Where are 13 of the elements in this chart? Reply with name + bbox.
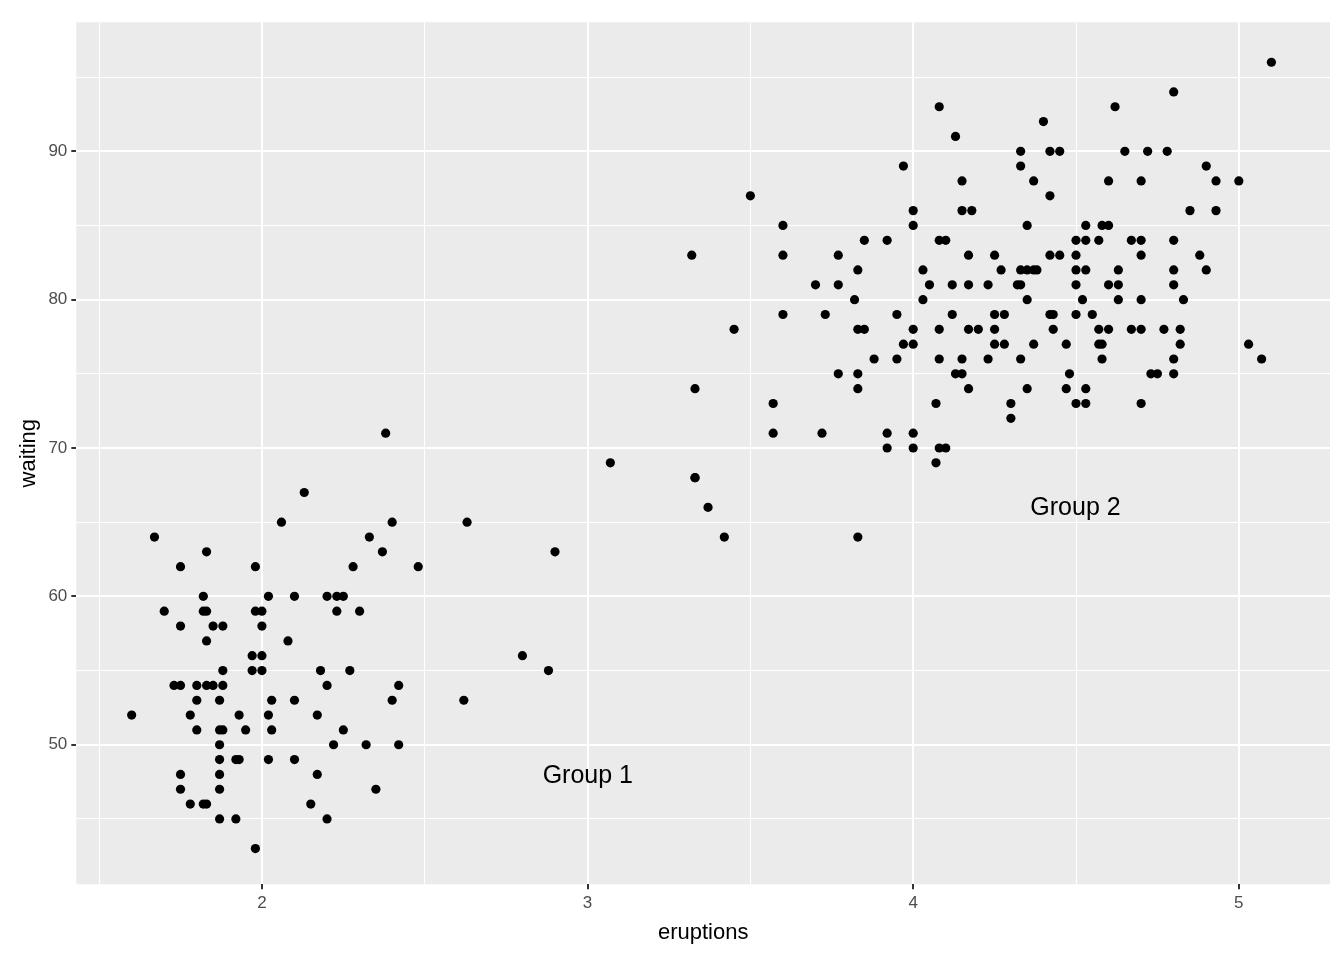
y-tick-label: 50 bbox=[48, 734, 68, 754]
x-tick-label: 5 bbox=[1234, 893, 1244, 913]
y-tick-label: 70 bbox=[48, 437, 68, 457]
annotation: Group 1 bbox=[542, 760, 633, 789]
x-tick-label: 2 bbox=[257, 893, 267, 913]
y-tick-label: 80 bbox=[48, 289, 68, 309]
y-tick-label: 60 bbox=[48, 586, 68, 606]
y-axis-title: waiting bbox=[15, 418, 41, 489]
x-axis-title: eruptions bbox=[657, 918, 749, 944]
annotation: Group 2 bbox=[1030, 492, 1121, 521]
x-tick-label: 4 bbox=[908, 893, 918, 913]
x-tick-label: 3 bbox=[582, 893, 593, 913]
y-tick-label: 90 bbox=[48, 140, 68, 160]
